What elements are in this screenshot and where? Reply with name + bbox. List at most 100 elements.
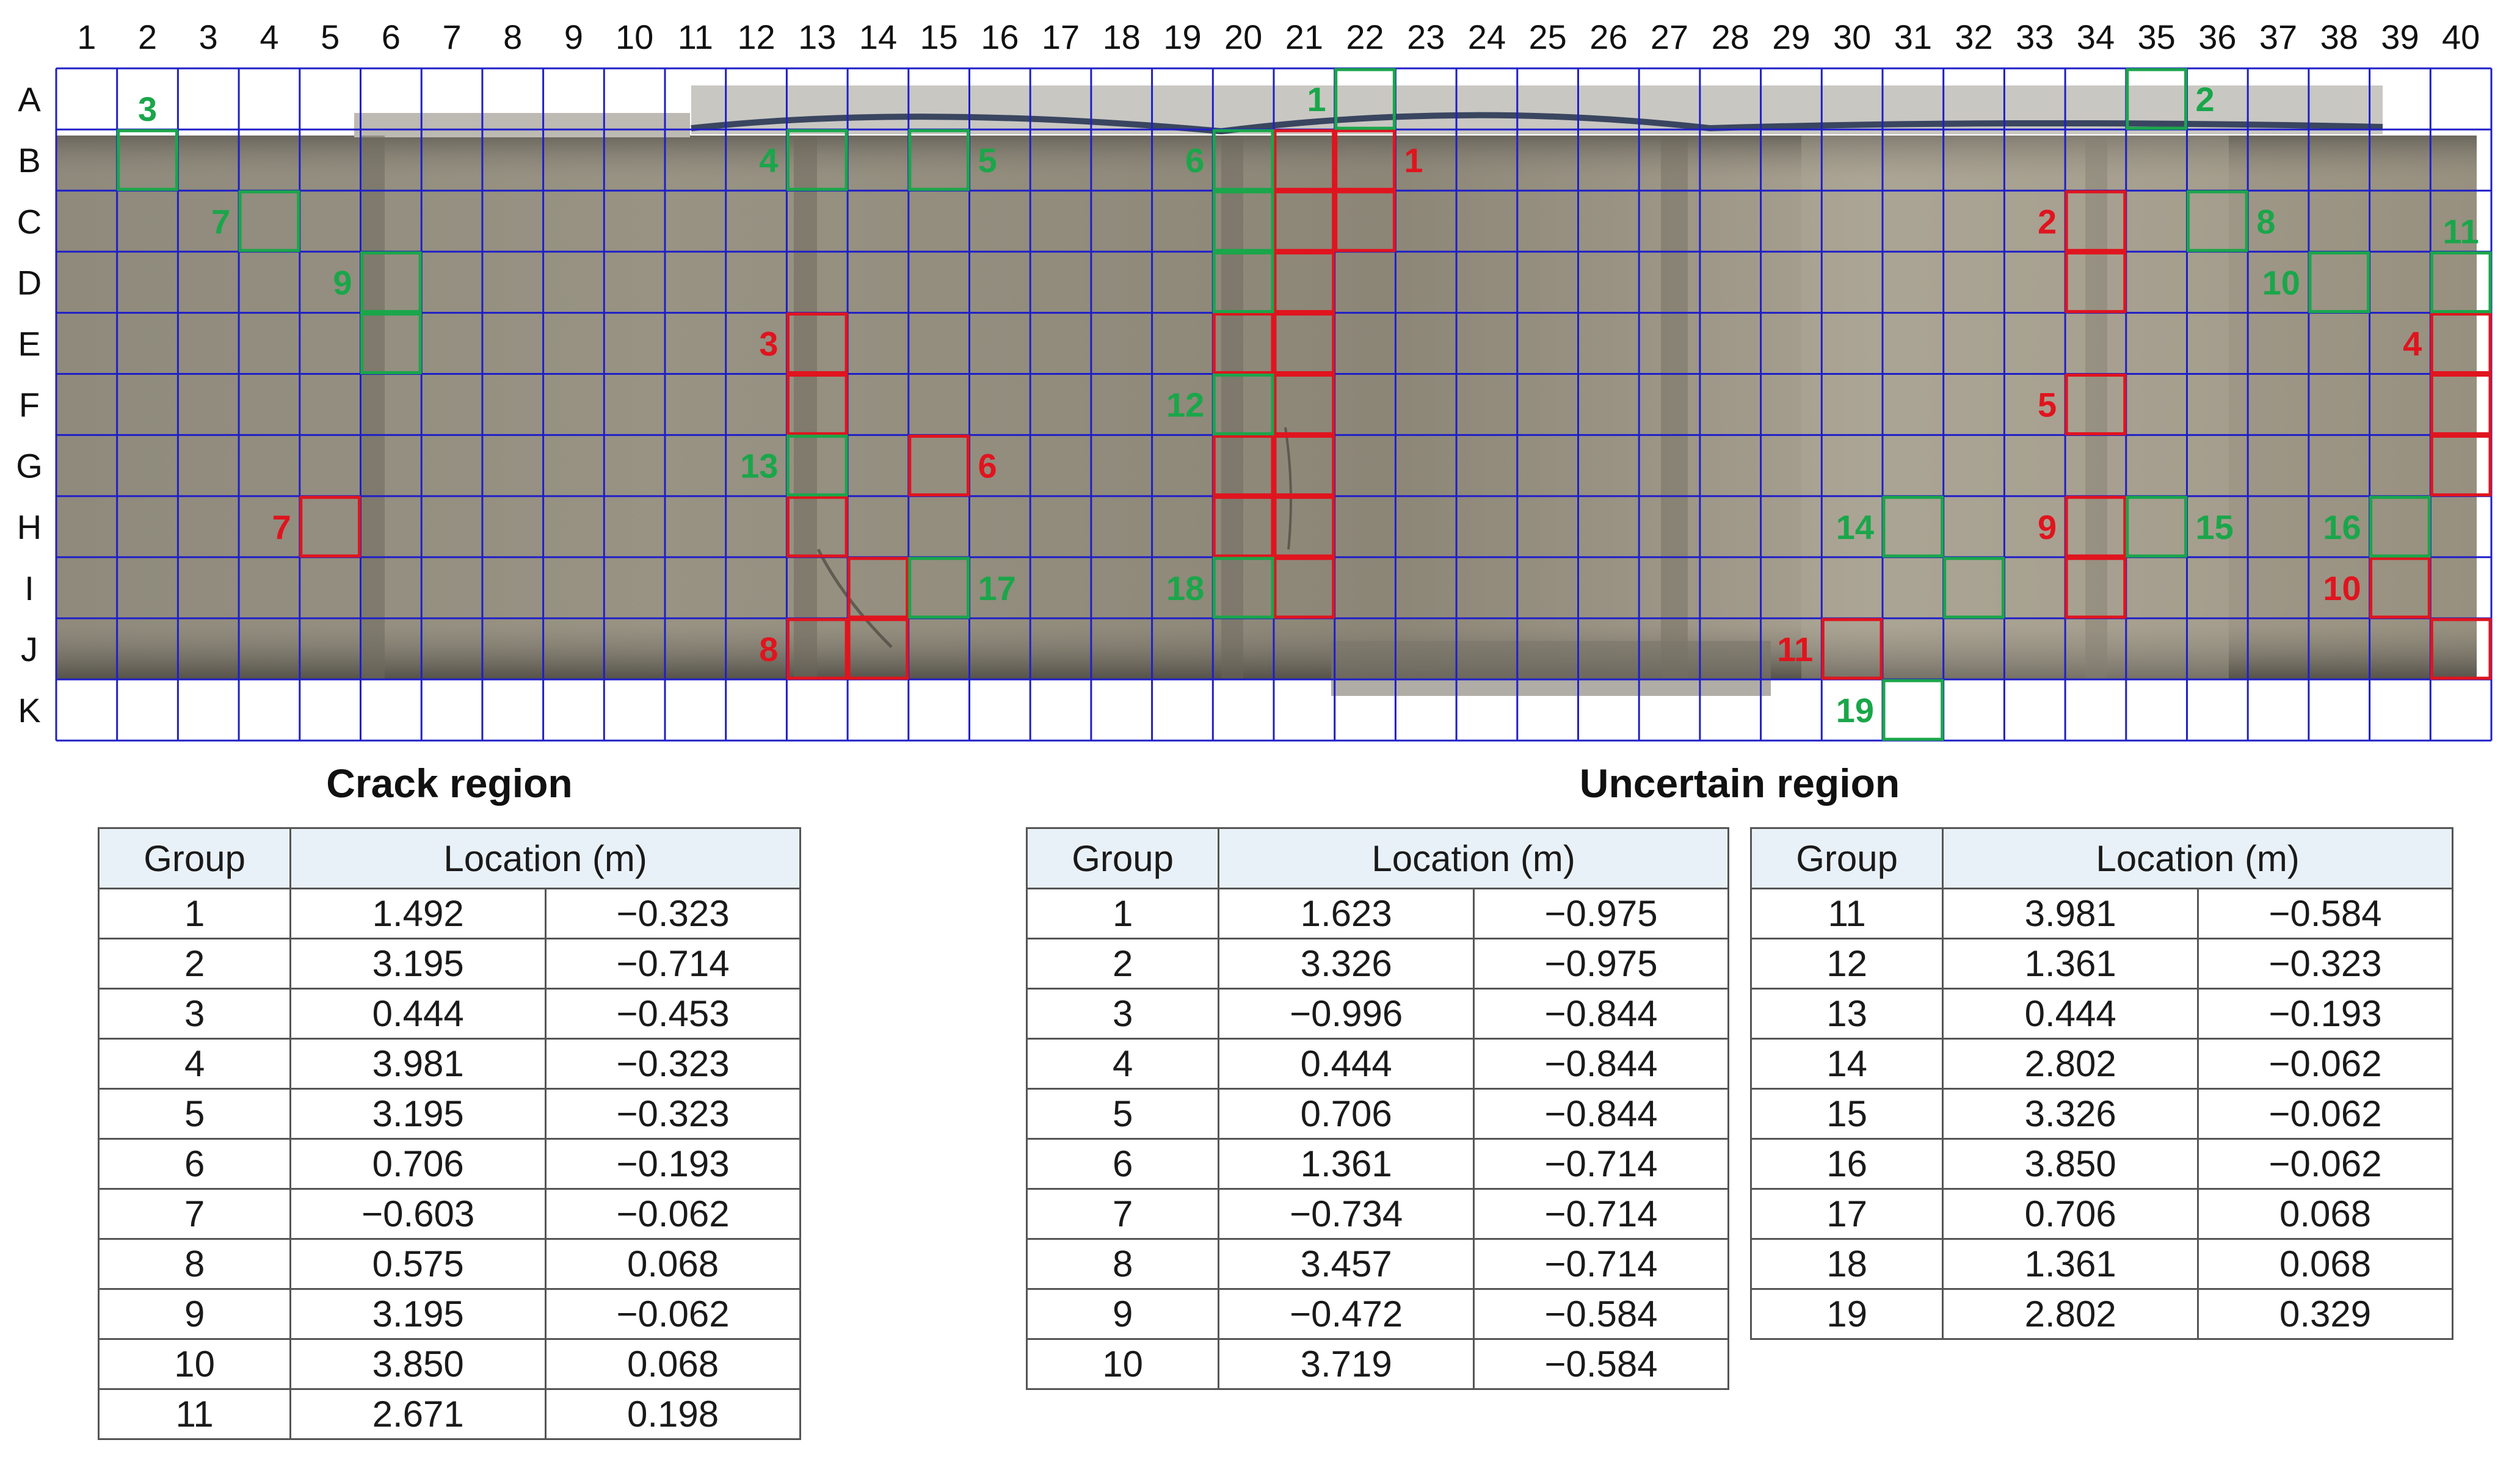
uncertain-left-cell-y: −0.844 <box>1473 1038 1729 1090</box>
crack-cell-y: 0.068 <box>545 1338 801 1390</box>
uncertain-right-cell-group: 13 <box>1749 988 1944 1040</box>
concrete-wall-photo <box>56 85 2477 696</box>
uncertain-left-cell-group: 1 <box>1025 888 1220 939</box>
crack-cell-group: 11 <box>97 1388 292 1440</box>
column-label: 1 <box>77 18 96 56</box>
uncertain-group-label: 4 <box>759 141 778 179</box>
uncertain-cell-box <box>1882 679 1944 741</box>
uncertain-left-row: 1 1.623 −0.975 <box>1025 888 1729 939</box>
crack-cell-y: 0.198 <box>545 1388 801 1440</box>
column-label: 6 <box>382 18 401 56</box>
uncertain-right-cell-x: 1.361 <box>1942 1238 2199 1290</box>
uncertain-right-cell-y: −0.323 <box>2197 938 2453 990</box>
uncertain-left-header-location: Location (m) <box>1218 827 1729 889</box>
uncertain-cell-box <box>1212 557 1274 619</box>
crack-cell-x: 2.671 <box>289 1388 547 1440</box>
uncertain-right-row: 15 3.326 −0.062 <box>1749 1088 2453 1140</box>
uncertain-cell-box <box>1882 496 1944 558</box>
uncertain-group-label: 16 <box>2323 508 2361 546</box>
row-label: H <box>17 508 42 546</box>
uncertain-right-row: 11 3.981 −0.584 <box>1749 888 2453 939</box>
uncertain-right-row: 16 3.850 −0.062 <box>1749 1138 2453 1190</box>
uncertain-left-row: 5 0.706 −0.844 <box>1025 1088 1729 1140</box>
crack-cell-x: 0.444 <box>289 988 547 1040</box>
crack-cell-box <box>2369 557 2431 619</box>
column-label: 36 <box>2198 18 2236 56</box>
row-label: J <box>21 630 38 668</box>
uncertain-left-row: 3 −0.996 −0.844 <box>1025 988 1729 1040</box>
uncertain-cell-box <box>360 251 422 313</box>
row-label: A <box>18 80 41 118</box>
column-label: 38 <box>2320 18 2358 56</box>
crack-cell-box <box>1212 496 1274 558</box>
column-label: 26 <box>1589 18 1627 56</box>
row-label: G <box>16 447 43 485</box>
crack-cell-group: 5 <box>97 1088 292 1140</box>
uncertain-right-cell-y: −0.193 <box>2197 988 2453 1040</box>
crack-cell-box <box>786 618 848 680</box>
uncertain-left-cell-group: 10 <box>1025 1338 1220 1390</box>
crack-cell-x: 3.195 <box>289 1088 547 1140</box>
row-label: B <box>18 141 40 179</box>
crack-row: 9 3.195 −0.062 <box>97 1288 801 1340</box>
uncertain-cell-box <box>786 435 848 497</box>
uncertain-cell-box <box>2126 496 2188 558</box>
uncertain-cell-box <box>908 129 970 191</box>
uncertain-right-cell-y: −0.062 <box>2197 1138 2453 1190</box>
uncertain-table-title: Uncertain region <box>1579 761 1900 806</box>
uncertain-left-cell-y: −0.844 <box>1473 1088 1729 1140</box>
uncertain-right-cell-x: 2.802 <box>1942 1288 2199 1340</box>
row-label: E <box>18 324 40 363</box>
crack-cell-box <box>1273 190 1335 252</box>
uncertain-right-cell-x: 3.981 <box>1942 888 2199 939</box>
column-label: 7 <box>442 18 461 56</box>
column-label: 28 <box>1712 18 1749 56</box>
crack-cell-x: 0.575 <box>289 1238 547 1290</box>
uncertain-group-label: 1 <box>1307 80 1326 118</box>
uncertain-cell-box <box>1212 374 1274 436</box>
crack-table-body: 1 1.492 −0.323 2 3.195 −0.714 3 0.444 −0.453 4 3.9… <box>97 888 801 1440</box>
uncertain-left-cell-group: 9 <box>1025 1288 1220 1340</box>
uncertain-right-row: 13 0.444 −0.193 <box>1749 988 2453 1040</box>
uncertain-cell-box <box>1943 557 2005 619</box>
uncertain-right-cell-y: −0.584 <box>2197 888 2453 939</box>
uncertain-left-row: 10 3.719 −0.584 <box>1025 1338 1729 1390</box>
crack-group-label: 7 <box>272 508 291 546</box>
row-label: I <box>24 569 34 607</box>
uncertain-left-cell-x: −0.472 <box>1218 1288 1475 1340</box>
crack-cell-box <box>1212 435 1274 497</box>
column-label: 16 <box>981 18 1019 56</box>
uncertain-right-cell-y: −0.062 <box>2197 1038 2453 1090</box>
uncertain-cell-box <box>908 557 970 619</box>
uncertain-left-row: 9 −0.472 −0.584 <box>1025 1288 1729 1340</box>
column-label: 8 <box>503 18 522 56</box>
uncertain-group-label: 6 <box>1185 141 1204 179</box>
column-label: 25 <box>1529 18 1567 56</box>
column-label: 4 <box>260 18 278 56</box>
crack-row: 2 3.195 −0.714 <box>97 938 801 990</box>
uncertain-right-cell-group: 12 <box>1749 938 1944 990</box>
uncertain-right-cell-y: 0.068 <box>2197 1238 2453 1290</box>
crack-cell-y: −0.062 <box>545 1288 801 1340</box>
uncertain-table-left: Group Location (m) 1 1.623 −0.975 2 3.326 −0.… <box>1025 827 1729 1390</box>
uncertain-right-cell-x: 0.706 <box>1942 1188 2199 1240</box>
crack-cell-box <box>299 496 361 558</box>
crack-cell-box <box>786 496 848 558</box>
uncertain-right-cell-x: 1.361 <box>1942 938 2199 990</box>
crack-group-label: 10 <box>2323 569 2361 607</box>
uncertain-group-label: 13 <box>740 447 778 485</box>
uncertain-right-row: 18 1.361 0.068 <box>1749 1238 2453 1290</box>
crack-cell-y: −0.062 <box>545 1188 801 1240</box>
column-label: 22 <box>1346 18 1384 56</box>
uncertain-group-label: 9 <box>333 263 352 302</box>
crack-cell-y: 0.068 <box>545 1238 801 1290</box>
crack-cell-box <box>847 557 909 619</box>
crack-table-title: Crack region <box>326 761 573 806</box>
uncertain-left-cell-y: −0.975 <box>1473 888 1729 939</box>
uncertain-group-label: 5 <box>978 141 997 179</box>
crack-cell-box <box>1334 129 1396 191</box>
uncertain-right-cell-group: 18 <box>1749 1238 1944 1290</box>
uncertain-right-cell-x: 3.326 <box>1942 1088 2199 1140</box>
